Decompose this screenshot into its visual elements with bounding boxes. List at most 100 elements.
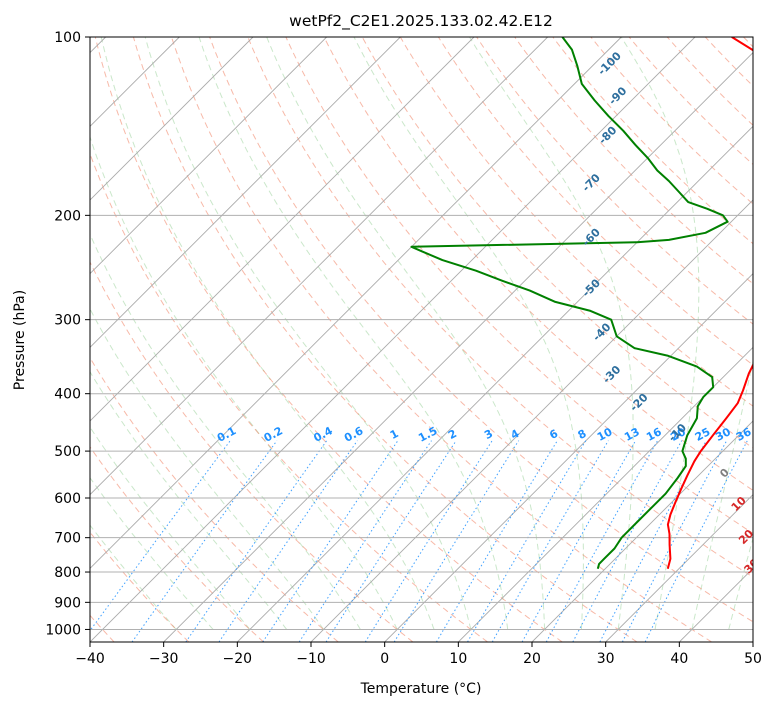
x-axis-label: Temperature (°C) xyxy=(360,681,482,697)
mixing-ratio-line xyxy=(545,440,659,642)
y-tick-label: 700 xyxy=(54,531,81,547)
dry-adiabat-line xyxy=(704,37,753,87)
y-tick-label: 400 xyxy=(54,387,81,403)
dewpoint-profile-line xyxy=(410,37,729,570)
mixing-ratio-line xyxy=(131,440,278,642)
moist-adiabat-line xyxy=(691,358,753,630)
mixing-ratio-label: 1.5 xyxy=(416,424,439,445)
y-tick-label: 600 xyxy=(54,491,81,507)
mixing-ratio-line xyxy=(621,440,728,642)
moist-adiabat-line xyxy=(198,37,509,630)
mixing-ratio-line xyxy=(262,440,399,642)
mixing-ratio-line xyxy=(298,440,432,642)
moist-adiabat-line xyxy=(90,524,177,630)
mixing-ratio-line xyxy=(364,440,493,642)
dry-adiabat-label: -60 xyxy=(580,226,603,249)
y-axis-label: Pressure (hPa) xyxy=(12,290,28,390)
y-tick-label: 900 xyxy=(54,595,81,611)
dry-adiabat-line xyxy=(476,37,753,325)
mixing-ratio-label: 16 xyxy=(644,425,664,444)
isotherm-line xyxy=(384,273,753,642)
isotherm-line xyxy=(237,125,753,642)
dry-adiabat-label: -40 xyxy=(590,320,613,343)
dry-adiabat-line xyxy=(743,37,753,48)
y-tick-label: 500 xyxy=(54,444,81,460)
moist-adiabat-line xyxy=(353,37,584,630)
x-tick-label: −10 xyxy=(296,651,326,667)
isotherm-line xyxy=(90,37,327,275)
moist-adiabat-line xyxy=(90,476,214,630)
mixing-ratio-line xyxy=(491,440,609,642)
dry-adiabat-line xyxy=(90,260,414,642)
dry-adiabat-line xyxy=(90,446,264,642)
isotherm-line xyxy=(90,37,622,569)
isotherm-line xyxy=(310,199,753,642)
x-tick-label: −20 xyxy=(223,651,253,667)
moist-adiabat-line xyxy=(144,37,472,630)
plot-frame xyxy=(89,36,754,643)
moist-adiabat-line xyxy=(620,37,700,630)
x-tick-label: 20 xyxy=(523,651,541,667)
mixing-ratio-label: 20 xyxy=(668,425,688,444)
mixing-ratio-label: 1 xyxy=(388,427,401,442)
mixing-ratio-label: 0.6 xyxy=(342,424,366,445)
moist-adiabat-label: 10 xyxy=(729,494,749,514)
mixing-ratio-label: 0.2 xyxy=(262,424,285,445)
mixing-ratio-label: 3 xyxy=(482,427,495,442)
dry-adiabat-line xyxy=(94,37,563,642)
dry-adiabat-line xyxy=(590,37,753,205)
y-tick-label: 200 xyxy=(54,208,81,224)
mixing-ratio-line xyxy=(393,440,520,642)
isotherm-line xyxy=(90,37,475,422)
mixing-ratio-line xyxy=(467,440,587,642)
moist-adiabat-line xyxy=(766,37,775,629)
mixing-ratio-label: 0.4 xyxy=(311,424,335,445)
isotherm-line xyxy=(90,37,548,496)
mixing-ratio-label: 25 xyxy=(693,425,713,444)
dry-adiabat-line xyxy=(90,531,190,642)
dry-adiabat-label: -20 xyxy=(627,391,650,414)
isotherm-line xyxy=(458,346,753,642)
mixing-ratio-line xyxy=(521,440,637,642)
x-tick-label: 0 xyxy=(380,651,389,667)
mixing-ratio-line xyxy=(185,440,328,642)
x-tick-label: −40 xyxy=(75,651,105,667)
mixing-ratio-label: 6 xyxy=(547,427,560,442)
mixing-ratio-label: 0.1 xyxy=(215,424,238,445)
y-tick-label: 800 xyxy=(54,565,81,581)
chart-title: wetPf2_C2E1.2025.133.02.42.E12 xyxy=(289,12,553,31)
mixing-ratio-label: 2 xyxy=(446,427,459,442)
dry-adiabat-line xyxy=(285,37,753,535)
isotherm-line xyxy=(679,567,753,642)
dry-adiabat-line xyxy=(90,356,339,642)
dry-adiabat-line xyxy=(514,37,753,285)
isotherm-line xyxy=(90,37,254,201)
moist-adiabat-line xyxy=(728,536,753,630)
dry-adiabat-label: -30 xyxy=(600,363,623,386)
dry-adiabat-line xyxy=(666,37,753,126)
moist-adiabat-line xyxy=(469,37,634,630)
isotherm-line xyxy=(163,52,753,642)
dry-adiabat-line xyxy=(552,37,753,245)
isotherm-line xyxy=(605,494,753,642)
mixing-ratio-label: 10 xyxy=(595,425,615,444)
mixing-ratio-line xyxy=(218,440,358,642)
moist-adiabat-label: 30 xyxy=(742,556,762,576)
mixing-ratio-label: 36 xyxy=(734,425,754,444)
isotherm-line xyxy=(90,37,696,642)
dry-adiabat-label: -90 xyxy=(606,84,629,107)
dry-adiabat-label: -80 xyxy=(596,124,619,147)
mixing-ratio-line xyxy=(644,440,748,642)
x-tick-label: 30 xyxy=(597,651,615,667)
moist-adiabat-line xyxy=(90,370,288,630)
moist-adiabat-line xyxy=(90,308,324,630)
mixing-ratio-label: 13 xyxy=(622,425,642,444)
dry-adiabat-line xyxy=(209,37,753,623)
x-tick-label: 40 xyxy=(670,651,688,667)
x-tick-label: 10 xyxy=(449,651,467,667)
y-tick-label: 1000 xyxy=(45,622,81,638)
isotherm-line xyxy=(752,641,753,642)
x-tick-label: −30 xyxy=(149,651,179,667)
mixing-ratio-line xyxy=(90,440,231,632)
